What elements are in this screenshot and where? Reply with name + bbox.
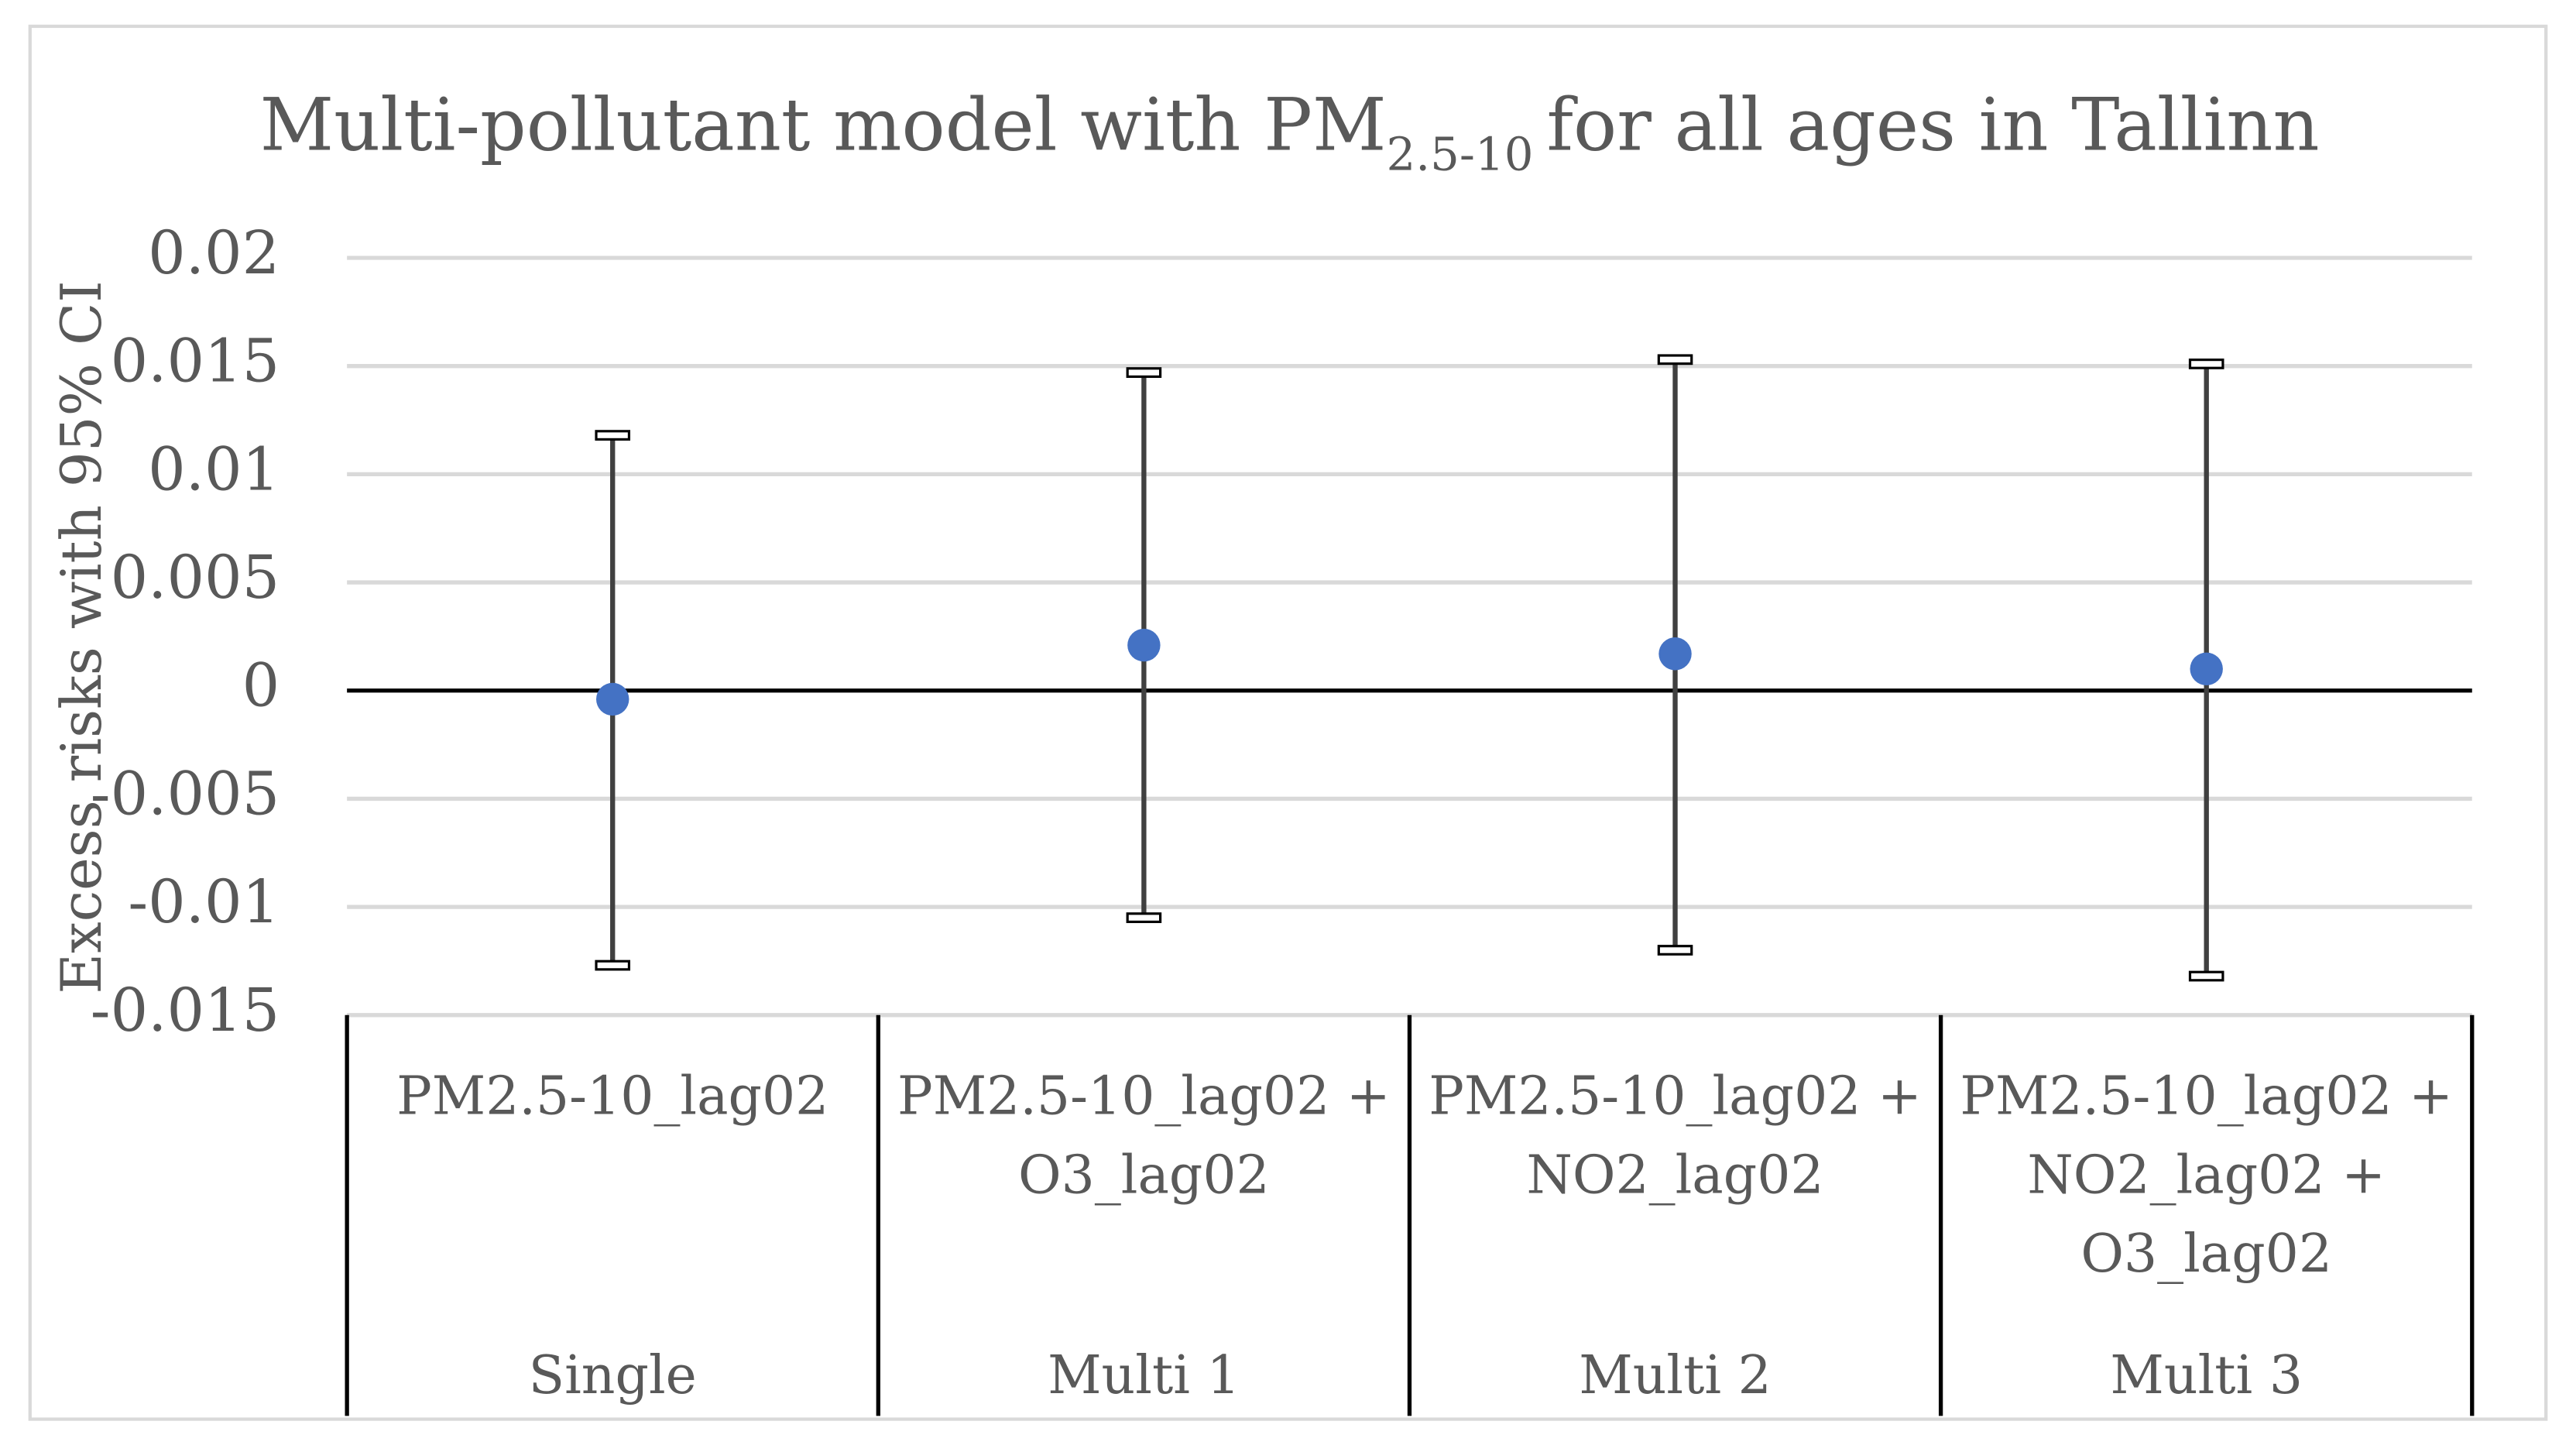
error-cap: [595, 430, 631, 441]
x-tick-label: PM2.5-10_lag02 +: [1960, 1066, 2453, 1128]
x-tick-label: O3_lag02: [2080, 1224, 2332, 1285]
error-cap: [595, 959, 631, 971]
title-subscript: 2.5-10: [1387, 128, 1534, 181]
y-tick-label: 0.01: [148, 435, 280, 504]
x-tick-label: PM2.5-10_lag02 +: [1429, 1066, 1922, 1128]
x-group-label: Single: [529, 1345, 697, 1406]
point: [596, 682, 629, 716]
y-tick-label: 0.015: [111, 328, 280, 396]
chart-title: Multi-pollutant model with PM2.5-10 for a…: [260, 84, 2320, 181]
chart-border: [28, 24, 2548, 1421]
x-group-label: Multi 1: [1048, 1345, 1240, 1406]
y-axis-title: Excess risks with 95% CI: [50, 280, 115, 994]
x-tick-label: NO2_lag02: [1527, 1145, 1824, 1206]
error-cap: [1657, 354, 1693, 366]
error-cap: [1657, 945, 1693, 956]
title-rest: for all ages in Tallinn: [1547, 84, 2320, 168]
point: [1658, 637, 1692, 671]
x-tick-label: O3_lag02: [1018, 1145, 1270, 1206]
y-tick-label: -0.01: [128, 868, 280, 937]
y-tick-label: 0.005: [111, 544, 280, 613]
x-tick-label: NO2_lag02 +: [2027, 1145, 2386, 1206]
error-cap: [1126, 367, 1162, 378]
error-cap: [2188, 359, 2224, 369]
y-tick-label: -0.005: [91, 760, 280, 829]
x-tick-label: PM2.5-10_lag02: [396, 1066, 828, 1128]
point: [2190, 652, 2223, 686]
y-tick-label: 0.02: [148, 219, 280, 288]
y-tick-label: -0.015: [91, 977, 280, 1045]
x-tick-label: PM2.5-10_lag02 +: [897, 1066, 1391, 1128]
y-tick-label: 0: [242, 652, 280, 721]
error-cap: [1126, 912, 1162, 923]
point: [1127, 628, 1161, 662]
title-main: Multi-pollutant model with PM: [260, 84, 1387, 168]
x-group-label: Multi 2: [1579, 1345, 1772, 1406]
error-cap: [2188, 970, 2224, 982]
x-group-label: Multi 3: [2110, 1345, 2303, 1406]
